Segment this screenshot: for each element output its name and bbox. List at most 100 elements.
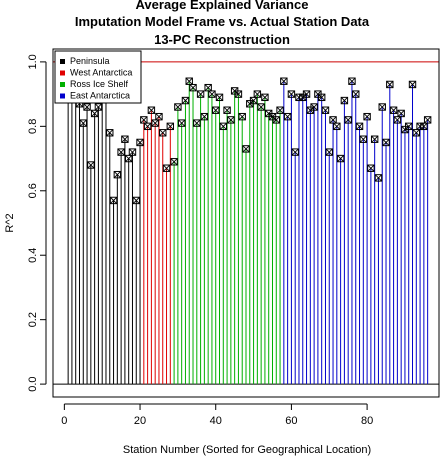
data-point-box [106,129,114,137]
data-point [193,119,201,127]
data-point-box [408,80,417,89]
data-point [310,103,318,111]
y-tick-label: 0.2 [27,312,39,327]
data-point [242,145,250,153]
data-point [412,129,420,137]
data-point-cross-b [352,90,360,98]
data-point-box [276,106,284,114]
data-point-box [124,154,133,163]
data-point-cross-b [374,174,382,182]
data-point-box [128,148,137,156]
data-point [420,122,428,131]
chart-title-line-2: Imputation Model Frame vs. Actual Statio… [75,14,370,29]
data-point [162,164,171,172]
data-point-cross-b [272,116,280,124]
data-point-box [329,116,337,124]
data-point-box [121,135,129,143]
y-axis: 0.0 0.2 0.4 0.6 0.8 1.0 [27,54,47,392]
data-point-box [136,138,144,147]
data-point [423,116,432,124]
data-point-box [348,77,356,85]
data-point-cross-b [408,80,417,88]
data-point-cross-b [242,145,250,153]
data-point-box [333,122,341,131]
data-point-box [219,122,227,131]
y-tick-label: 0.6 [27,183,39,198]
data-point [257,103,265,111]
x-axis-label: Station Number (Sorted for Geographical … [123,444,371,456]
data-point-cross-b [280,77,288,85]
y-tick-label: 0.8 [27,119,39,134]
data-point-cross-b [268,113,277,121]
data-point-box [193,119,201,127]
data-point-cross-b [163,164,171,172]
data-point [370,135,379,143]
data-point [249,96,258,105]
data-point-cross-b [276,106,284,114]
x-tick-label: 20 [134,415,146,427]
data-point [227,116,235,124]
data-point-box [227,116,235,124]
data-point-cross-b [208,90,216,98]
data-point [389,106,398,114]
data-point-cross-b [117,148,125,156]
data-point [204,83,212,92]
data-point-cross-b [234,90,242,98]
data-point-cross-b [397,109,405,117]
x-tick-label: 80 [361,415,373,427]
data-point-box [113,170,122,179]
data-point-box [280,77,288,85]
data-point [280,77,288,85]
data-point-cross-b [144,122,152,130]
data-point-box [189,83,197,92]
data-point [140,116,148,124]
data-point-box [272,116,280,124]
data-point-cross-b [136,138,144,146]
data-point-box [204,83,212,92]
data-point-cross-b [204,84,212,92]
data-point [212,106,220,114]
data-point [117,148,125,156]
data-point [333,122,341,131]
data-point-cross-b [284,113,292,121]
data-point-cross-b [390,106,398,114]
data-point [283,112,292,121]
data-point [276,106,284,114]
data-point-cross-b [140,116,148,124]
data-point-box [397,109,405,118]
data-point-box [238,112,246,121]
x-tick-label: 40 [210,415,222,427]
data-point-cross-b [420,122,428,130]
data-point-box [155,112,163,121]
data-point [215,93,224,102]
data-point [155,112,163,121]
data-point [367,164,375,172]
data-point [143,122,152,131]
data-point [136,138,144,147]
data-point [151,119,159,127]
data-point-cross-b [215,93,224,101]
data-point [348,77,356,85]
data-stems [67,81,429,385]
data-point-cross-b [212,106,220,114]
data-point-box [147,106,156,114]
data-point [336,154,345,163]
data-point-box [215,93,224,102]
data-point-box [90,109,99,118]
data-point-box [412,129,420,137]
x-tick-label: 0 [61,415,67,427]
data-point-cross-b [344,116,352,124]
data-points [64,77,432,205]
data-point-cross-b [257,103,265,111]
data-point-box [423,116,432,124]
data-point-cross-b [382,138,390,146]
data-point [124,154,133,163]
data-point [287,90,296,98]
data-point-box [359,135,368,143]
data-point [329,116,337,124]
data-point-box [393,116,402,124]
data-point [393,116,402,124]
data-point-cross-b [405,122,413,130]
data-point-box [166,122,175,131]
data-point-cross-b [424,116,432,124]
